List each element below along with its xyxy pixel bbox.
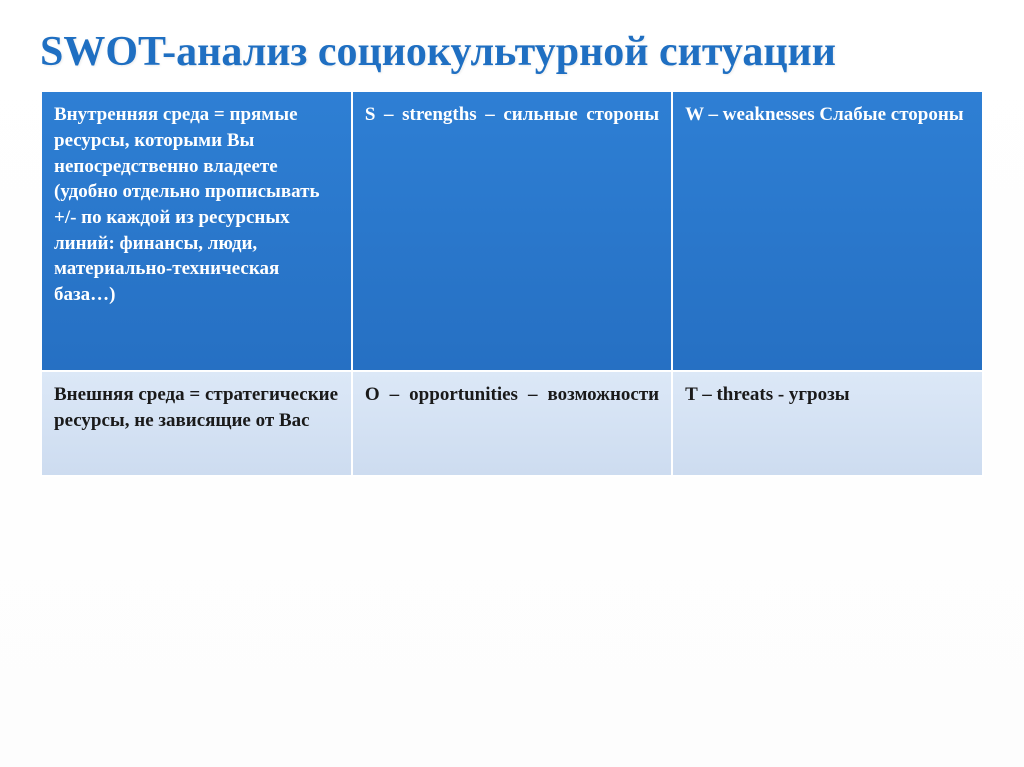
cell-weaknesses: W – weaknesses Слабые стороны [672,91,983,371]
page-title: SWOT-анализ социокультурной ситуации [40,28,984,76]
cell-opportunities: O – opportunities – возможности [352,371,672,476]
cell-external-env: Внешняя среда = стратегические ресурсы, … [41,371,352,476]
cell-strengths: S – strengths – сильные стороны [352,91,672,371]
swot-table: Внутренняя среда = прямые ресурсы, котор… [40,90,984,477]
slide: SWOT-анализ социокультурной ситуации Вну… [0,0,1024,767]
table-row-body: Внешняя среда = стратегические ресурсы, … [41,371,983,476]
cell-internal-env: Внутренняя среда = прямые ресурсы, котор… [41,91,352,371]
cell-threats: T – threats - угрозы [672,371,983,476]
table-row-header: Внутренняя среда = прямые ресурсы, котор… [41,91,983,371]
